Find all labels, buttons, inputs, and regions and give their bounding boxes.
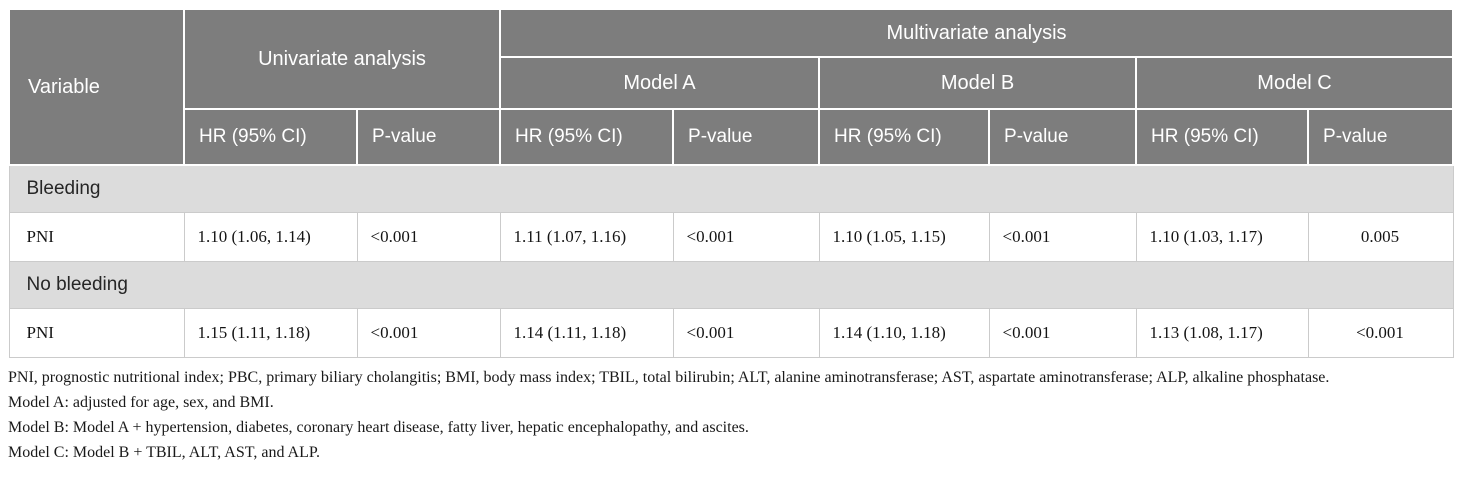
table-footnotes: PNI, prognostic nutritional index; PBC, … bbox=[8, 365, 1452, 465]
col-header-model-a-pvalue: P-value bbox=[672, 108, 821, 166]
cell-model-b-pvalue: <0.001 bbox=[988, 212, 1137, 262]
col-header-model-c-hr: HR (95% CI) bbox=[1135, 108, 1310, 166]
col-header-model-a-hr: HR (95% CI) bbox=[499, 108, 675, 166]
section-title: No bleeding bbox=[8, 261, 1454, 309]
cell-model-c-hr: 1.13 (1.08, 1.17) bbox=[1135, 308, 1309, 358]
cell-variable: PNI bbox=[8, 308, 185, 358]
header-model-c: Model C bbox=[1135, 56, 1455, 110]
cell-univariate-hr: 1.10 (1.06, 1.14) bbox=[183, 212, 358, 262]
header-model-a: Model A bbox=[499, 56, 821, 110]
cell-model-b-pvalue: <0.001 bbox=[988, 308, 1137, 358]
col-header-model-b-hr: HR (95% CI) bbox=[818, 108, 991, 166]
cell-model-b-hr: 1.10 (1.05, 1.15) bbox=[818, 212, 990, 262]
cell-model-a-pvalue: <0.001 bbox=[672, 212, 820, 262]
col-header-univariate-pvalue: P-value bbox=[355, 108, 502, 166]
footnote-abbreviations: PNI, prognostic nutritional index; PBC, … bbox=[8, 369, 1330, 386]
footnote-model-c: Model C: Model B + TBIL, ALT, AST, and A… bbox=[8, 444, 321, 461]
section-row-bleeding: Bleeding bbox=[8, 164, 1454, 213]
cell-model-c-pvalue: <0.001 bbox=[1307, 308, 1454, 358]
header-model-b: Model B bbox=[818, 56, 1138, 110]
cell-model-a-hr: 1.11 (1.07, 1.16) bbox=[499, 212, 674, 262]
cell-model-b-hr: 1.14 (1.10, 1.18) bbox=[818, 308, 990, 358]
col-header-model-b-pvalue: P-value bbox=[988, 108, 1138, 166]
col-header-model-c-pvalue: P-value bbox=[1307, 108, 1455, 166]
cell-univariate-pvalue: <0.001 bbox=[356, 308, 501, 358]
row-pni-bleeding: PNI 1.10 (1.06, 1.14) <0.001 1.11 (1.07,… bbox=[8, 212, 1454, 262]
header-multivariate-analysis: Multivariate analysis bbox=[499, 8, 1455, 58]
table-header: Variable Univariate analysis Multivariat… bbox=[8, 8, 1455, 166]
cell-univariate-hr: 1.15 (1.11, 1.18) bbox=[183, 308, 358, 358]
results-table: Variable Univariate analysis Multivariat… bbox=[8, 8, 1455, 358]
header-variable: Variable bbox=[8, 8, 185, 166]
cell-model-a-pvalue: <0.001 bbox=[672, 308, 820, 358]
paper-table-figure: Variable Univariate analysis Multivariat… bbox=[8, 8, 1455, 465]
section-title: Bleeding bbox=[8, 164, 1454, 213]
header-univariate-analysis: Univariate analysis bbox=[182, 8, 502, 110]
table-body: Bleeding PNI 1.10 (1.06, 1.14) <0.001 1.… bbox=[8, 164, 1454, 358]
cell-model-a-hr: 1.14 (1.11, 1.18) bbox=[499, 308, 674, 358]
col-header-univariate-hr: HR (95% CI) bbox=[183, 108, 358, 166]
row-pni-no-bleeding: PNI 1.15 (1.11, 1.18) <0.001 1.14 (1.11,… bbox=[8, 308, 1454, 358]
cell-univariate-pvalue: <0.001 bbox=[356, 212, 501, 262]
cell-model-c-hr: 1.10 (1.03, 1.17) bbox=[1135, 212, 1309, 262]
footnote-model-a: Model A: adjusted for age, sex, and BMI. bbox=[8, 394, 274, 411]
footnote-model-b: Model B: Model A + hypertension, diabete… bbox=[8, 419, 749, 436]
section-row-no-bleeding: No bleeding bbox=[8, 261, 1454, 309]
cell-model-c-pvalue: 0.005 bbox=[1307, 212, 1454, 262]
cell-variable: PNI bbox=[8, 212, 185, 262]
